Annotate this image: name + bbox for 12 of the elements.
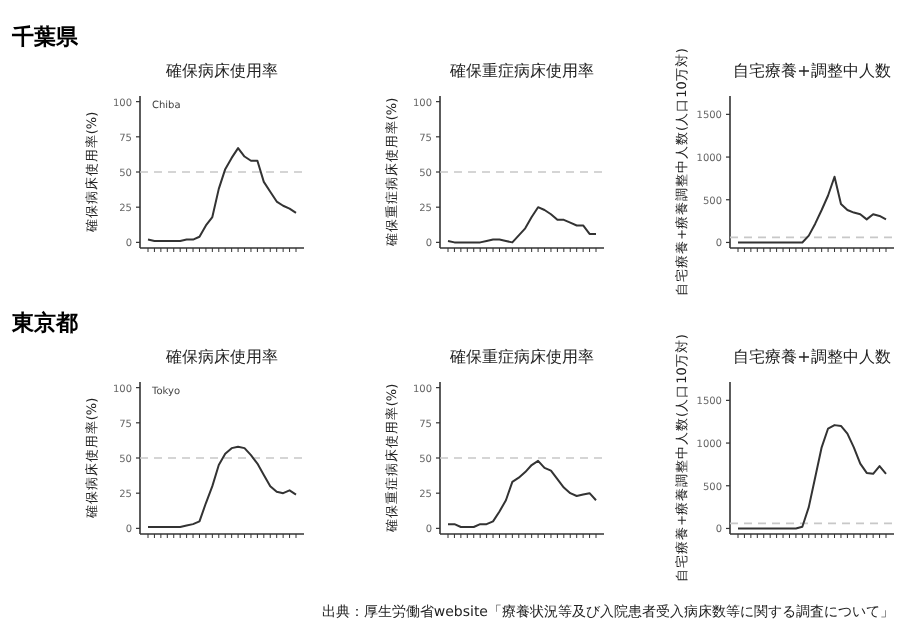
line-series — [447, 206, 597, 244]
chart-subtitle: 確保病床使用率 — [164, 348, 278, 366]
chart-subtitle: 確保病床使用率 — [164, 62, 278, 80]
line-series — [147, 445, 297, 528]
line-series — [147, 147, 297, 242]
chart-subtitle: 確保重症病床使用率 — [448, 62, 594, 80]
chart-title: 東京都 — [10, 310, 78, 336]
chart-title: 千葉県 — [10, 24, 80, 50]
chart-subtitle: 自宅療養+調整中人数 — [733, 348, 891, 366]
chart-subtitle: 自宅療養+調整中人数 — [733, 62, 891, 80]
chart-subtitle: 確保重症病床使用率 — [448, 348, 594, 366]
line-series — [447, 459, 597, 528]
